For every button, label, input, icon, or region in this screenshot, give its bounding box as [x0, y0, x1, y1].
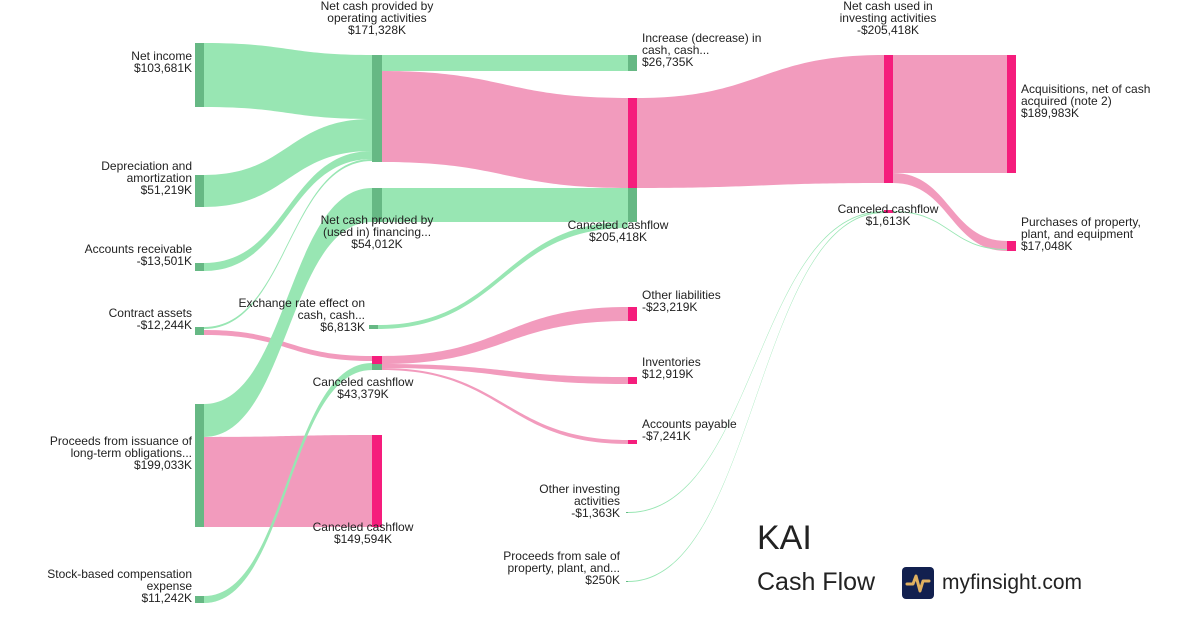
pulse-line-icon — [902, 567, 934, 599]
link-canceled_43-to-inventories — [382, 364, 628, 384]
link-canceled_43-to-accounts_payable — [382, 368, 628, 444]
node-label-other-investing: Other investing activities -$1,363K — [539, 482, 620, 520]
node-net_investing — [884, 55, 893, 183]
link-canceled_1613-to-purchases_ppe — [893, 211, 1007, 250]
node-label-stock-comp: Stock-based compensation expense $11,242K — [47, 567, 192, 605]
link-stock_comp-to-canceled_43 — [204, 363, 372, 603]
link-canceled_43-to-other_liabilities — [382, 307, 628, 364]
node-label-canceled-205: Canceled cashflow $205,418K — [567, 218, 669, 244]
node-label-canceled-1613: Canceled cashflow $1,613K — [837, 202, 939, 228]
link-exchange_rate-to-canceled_205 — [378, 222, 628, 329]
node-canceled_1613 — [884, 210, 893, 213]
node-other_liabilities — [628, 307, 637, 321]
node-net_income — [195, 43, 204, 107]
ticker-title: KAI — [757, 519, 812, 557]
link-net_financing-to-canceled_205 — [382, 188, 628, 222]
link-accounts_receivable-to-net_operating — [204, 151, 372, 271]
link-net_investing-to-acquisitions — [893, 55, 1007, 173]
node-label-net-income: Net income $103,681K — [131, 49, 192, 75]
node-canceled_149 — [372, 435, 382, 527]
node-accounts_payable — [628, 440, 637, 444]
node-label-proceeds-sale: Proceeds from sale of property, plant, a… — [503, 549, 620, 587]
node-label-net-investing: Net cash used in investing activities -$2… — [839, 0, 937, 37]
node-label-acquisitions: Acquisitions, net of cash acquired (note… — [1021, 82, 1151, 120]
node-stock_comp — [195, 596, 204, 603]
link-proceeds_ltd-to-net_financing — [204, 188, 372, 437]
link-net_income-to-net_operating — [204, 43, 372, 119]
link-depreciation-to-net_operating — [204, 119, 372, 207]
node-acquisitions — [1007, 55, 1016, 173]
node-canceled_43 — [372, 356, 382, 370]
node-label-depreciation: Depreciation and amortization $51,219K — [101, 159, 192, 197]
node-purchases_ppe — [1007, 241, 1016, 251]
node-label-proceeds-ltd: Proceeds from issuance of long-term obli… — [49, 434, 192, 472]
node-label-exchange-rate: Exchange rate effect on cash, cash... $6,… — [238, 296, 365, 334]
node-label-accounts-payable: Accounts payable -$7,241K — [642, 417, 737, 443]
node-canceled_205 — [628, 98, 637, 188]
link-net_investing-to-purchases_ppe — [893, 173, 1007, 251]
node-label-purchases-ppe: Purchases of property, plant, and equipm… — [1021, 215, 1141, 253]
node-inflow-segment — [628, 188, 637, 222]
node-label-net-financing: Net cash provided by (used in) financing… — [320, 213, 434, 251]
node-label-other-liabilities: Other liabilities -$23,219K — [642, 288, 721, 314]
node-label-canceled-149: Canceled cashflow $149,594K — [312, 520, 414, 546]
site-link[interactable]: myfinsight.com — [942, 571, 1083, 594]
link-other_investing-to-canceled_1613 — [628, 211, 884, 513]
node-label-contract-assets: Contract assets -$12,244K — [108, 306, 192, 332]
node-depreciation — [195, 175, 204, 207]
node-other_investing — [626, 512, 628, 513]
node-label-accounts-receivable: Accounts receivable -$13,501K — [84, 242, 192, 268]
subtitle: Cash Flow — [757, 568, 876, 596]
node-net_operating — [372, 55, 382, 162]
link-canceled_205-to-net_investing — [637, 55, 884, 188]
link-net_operating-to-increase_cash — [382, 55, 628, 71]
link-proceeds_sale-to-canceled_1613 — [628, 212, 884, 582]
node-contract_assets — [195, 327, 204, 335]
node-increase_cash — [628, 55, 637, 71]
node-accounts_receivable — [195, 263, 204, 271]
node-label-inventories: Inventories $12,919K — [642, 355, 701, 381]
link-contract_assets-to-net_operating — [204, 159, 372, 329]
node-label-net-operating: Net cash provided by operating activitie… — [320, 0, 434, 37]
node-proceeds_ltd — [195, 404, 204, 527]
link-net_operating-to-canceled_205 — [382, 71, 628, 188]
node-label-increase-cash: Increase (decrease) in cash, cash... $26,… — [642, 31, 762, 69]
node-net_financing — [372, 188, 382, 222]
link-contract_assets-to-canceled_43 — [204, 330, 372, 361]
node-inflow-segment — [372, 364, 382, 370]
node-proceeds_sale — [626, 581, 628, 582]
node-inventories — [628, 377, 637, 384]
node-label-canceled-43: Canceled cashflow $43,379K — [312, 375, 414, 401]
node-exchange_rate — [369, 325, 378, 329]
